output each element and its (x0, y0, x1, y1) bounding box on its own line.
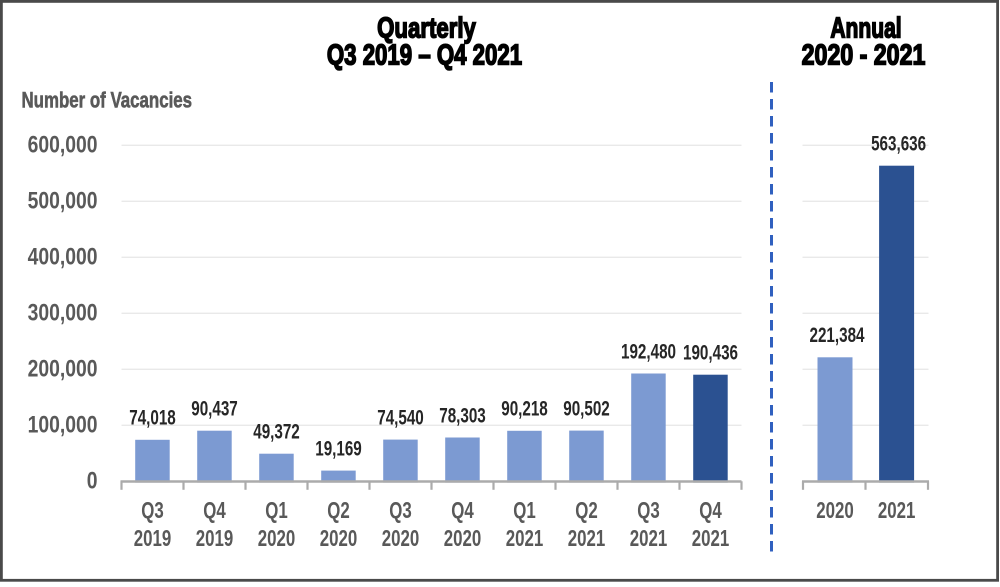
svg-text:Q1: Q1 (265, 499, 288, 524)
svg-text:100,000: 100,000 (28, 411, 98, 439)
svg-text:Annual: Annual (830, 12, 901, 44)
svg-text:78,303: 78,303 (439, 403, 486, 427)
svg-text:Q3 2019 – Q4 2021: Q3 2019 – Q4 2021 (327, 40, 522, 71)
svg-text:221,384: 221,384 (809, 323, 865, 347)
svg-text:2019: 2019 (134, 527, 172, 552)
svg-text:300,000: 300,000 (28, 299, 98, 327)
svg-text:Q4: Q4 (699, 499, 722, 524)
svg-text:90,502: 90,502 (563, 396, 610, 420)
svg-text:2020: 2020 (382, 527, 420, 552)
svg-text:400,000: 400,000 (28, 243, 98, 271)
svg-text:2020 - 2021: 2020 - 2021 (802, 38, 926, 71)
svg-text:74,018: 74,018 (129, 405, 176, 429)
svg-text:Quarterly: Quarterly (377, 13, 476, 44)
svg-text:Q2: Q2 (575, 499, 598, 524)
svg-text:49,372: 49,372 (253, 419, 300, 443)
svg-text:Number of Vacancies: Number of Vacancies (22, 88, 193, 113)
svg-text:2020: 2020 (320, 527, 358, 552)
svg-text:74,540: 74,540 (377, 405, 424, 429)
svg-text:Q3: Q3 (141, 499, 164, 524)
svg-text:2021: 2021 (878, 499, 916, 524)
svg-text:90,218: 90,218 (501, 396, 548, 420)
svg-text:90,437: 90,437 (191, 396, 238, 420)
svg-text:200,000: 200,000 (28, 355, 98, 383)
svg-text:2021: 2021 (630, 527, 668, 552)
svg-text:600,000: 600,000 (28, 131, 98, 159)
svg-text:Q1: Q1 (513, 499, 536, 524)
svg-text:2020: 2020 (444, 527, 482, 552)
svg-text:2020: 2020 (258, 527, 296, 552)
svg-text:Q3: Q3 (637, 499, 660, 524)
svg-text:2021: 2021 (568, 527, 606, 552)
svg-text:192,480: 192,480 (621, 339, 676, 363)
svg-text:190,436: 190,436 (683, 340, 738, 364)
svg-text:2020: 2020 (816, 499, 854, 524)
svg-text:Q2: Q2 (327, 499, 350, 524)
svg-text:500,000: 500,000 (28, 187, 98, 215)
svg-text:19,169: 19,169 (315, 436, 362, 460)
svg-text:2021: 2021 (506, 527, 544, 552)
svg-text:2021: 2021 (692, 527, 730, 552)
svg-text:Q4: Q4 (203, 499, 226, 524)
svg-text:0: 0 (87, 467, 98, 495)
svg-text:563,636: 563,636 (871, 131, 926, 155)
svg-text:2019: 2019 (196, 527, 234, 552)
svg-text:Q3: Q3 (389, 499, 412, 524)
svg-text:Q4: Q4 (451, 499, 474, 524)
